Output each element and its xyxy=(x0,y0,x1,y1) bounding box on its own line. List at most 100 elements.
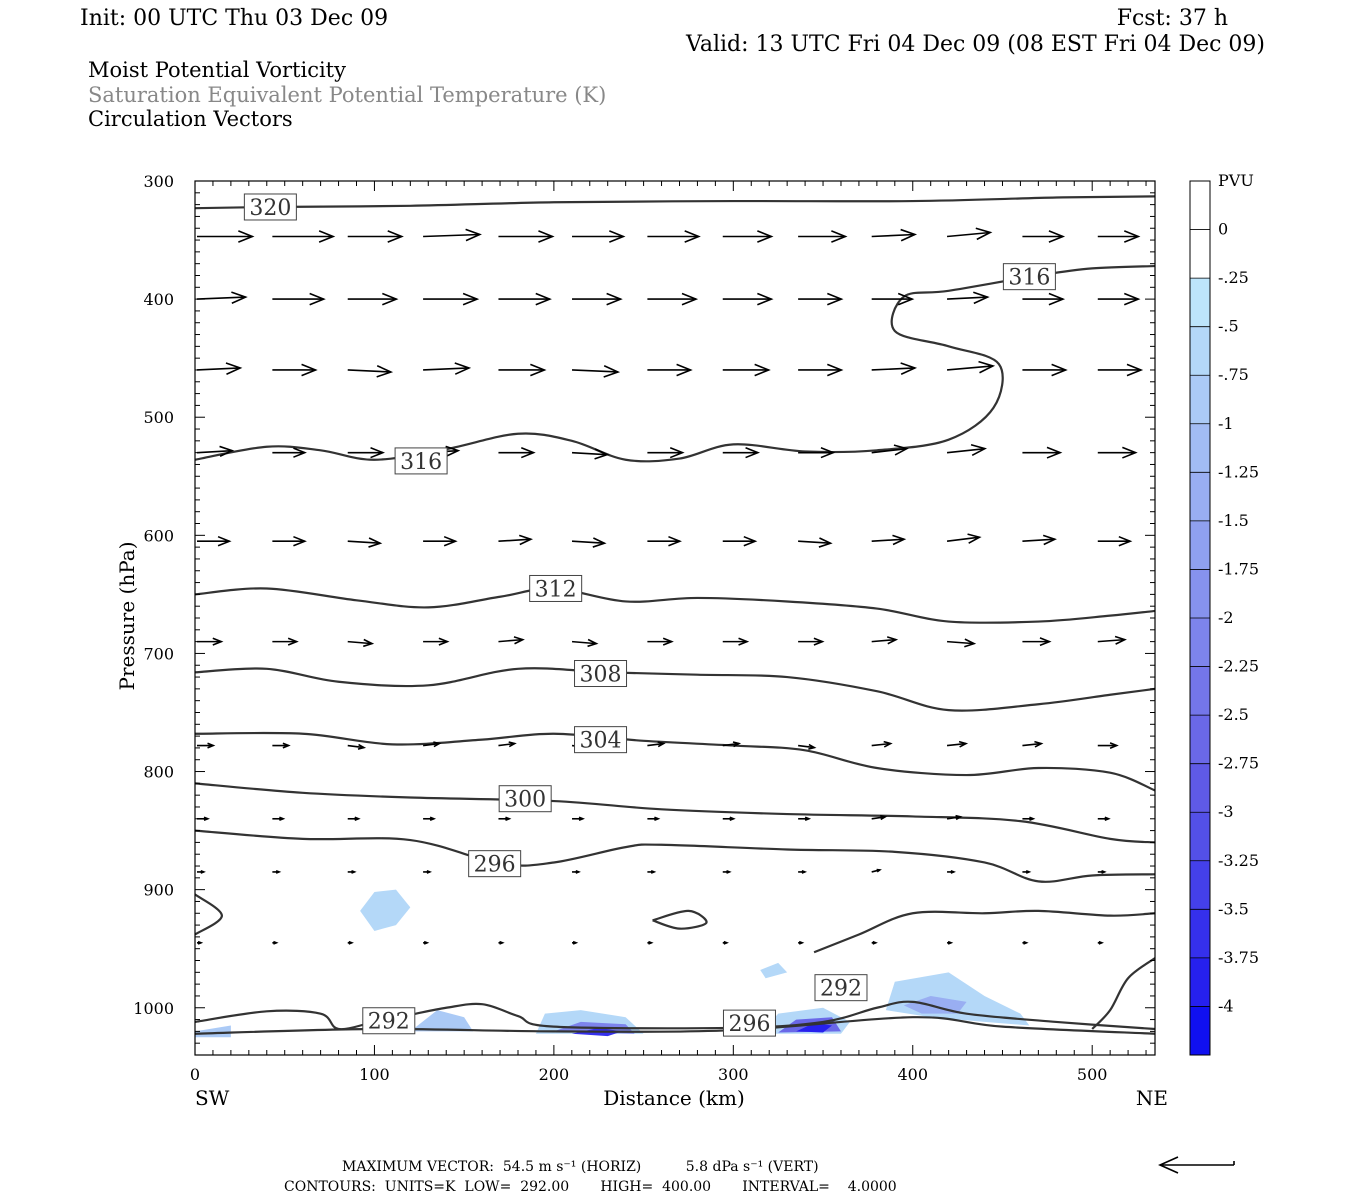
plot-axes: 0 100 200 300 400 500 300 400 500 600 700 800 900 100… xyxy=(133,172,1156,1084)
pv-patch xyxy=(410,1010,474,1032)
x-axis-label: Distance (km) xyxy=(603,1086,745,1110)
x-tick-label: 200 xyxy=(539,1065,570,1084)
circulation-vector xyxy=(272,292,326,306)
pv-patch xyxy=(360,889,411,931)
contour-labels: 320 316 316 312 308 304 300 296 292 292 296 xyxy=(243,193,1056,1037)
circulation-vector xyxy=(572,940,579,945)
circulation-vector xyxy=(946,814,963,821)
circulation-vector xyxy=(272,816,286,822)
contour-label: 308 xyxy=(574,660,628,688)
circulation-vector xyxy=(572,230,626,243)
circulation-vector xyxy=(1022,363,1068,377)
circulation-vector xyxy=(722,535,758,547)
colorbar-swatch xyxy=(1190,326,1210,376)
title-mpv: Moist Potential Vorticity xyxy=(88,58,346,82)
contour-label: 296 xyxy=(468,850,522,878)
circulation-vector xyxy=(423,869,432,874)
circulation-vector xyxy=(571,448,610,460)
y-tick-label: 700 xyxy=(143,644,174,663)
reference-vector-icon xyxy=(1158,1156,1235,1174)
circulation-vector xyxy=(1022,292,1066,306)
circulation-vector xyxy=(423,362,472,375)
circulation-vector xyxy=(798,940,805,945)
circulation-vector xyxy=(946,740,969,748)
circulation-vector xyxy=(423,228,482,242)
colorbar-swatch xyxy=(1190,715,1210,765)
circulation-vector xyxy=(871,868,882,873)
contour-info-note: CONTOURS: UNITS=K LOW= 292.00 HIGH= 400.… xyxy=(284,1179,897,1195)
circulation-vector xyxy=(423,535,458,547)
circulation-vector xyxy=(197,230,255,243)
colorbar-label: -1 xyxy=(1218,414,1234,433)
colorbar-label: -.75 xyxy=(1218,365,1249,384)
colorbar-unit: PVU xyxy=(1218,171,1254,190)
circulation-vector xyxy=(423,292,480,306)
circulation-vector xyxy=(1022,446,1063,459)
forecast-hour: Fcst: 37 h xyxy=(1117,6,1228,31)
svg-text:304: 304 xyxy=(580,729,622,754)
contour-296 xyxy=(195,829,1155,883)
circulation-vector xyxy=(798,292,844,306)
circulation-vector xyxy=(498,292,552,306)
colorbar-label: -.5 xyxy=(1218,317,1239,336)
circulation-vector xyxy=(272,447,307,458)
circulation-vector xyxy=(647,816,661,822)
x-tick-label: 300 xyxy=(718,1065,749,1084)
circulation-vector xyxy=(798,537,833,548)
circulation-vector xyxy=(798,637,825,646)
colorbar-label: -3.75 xyxy=(1218,948,1259,967)
svg-text:300: 300 xyxy=(504,788,546,813)
circulation-vector xyxy=(272,535,307,547)
circulation-vector xyxy=(1097,446,1138,459)
colorbar-label: -1.25 xyxy=(1218,462,1259,481)
circulation-vector xyxy=(946,360,996,374)
circulation-vector xyxy=(1097,535,1133,547)
sw-end-label: SW xyxy=(195,1086,230,1110)
circulation-vector xyxy=(798,743,817,750)
circulation-vector xyxy=(423,940,430,945)
colorbar-swatch xyxy=(1190,181,1210,231)
circulation-vector xyxy=(947,869,956,874)
circulation-vector xyxy=(871,228,918,242)
y-tick-label: 500 xyxy=(143,408,174,427)
contour-304 xyxy=(195,731,1155,792)
circulation-vector xyxy=(423,637,450,646)
circulation-vector xyxy=(197,637,224,646)
circulation-vector xyxy=(871,740,893,748)
colorbar-label: -1.5 xyxy=(1218,511,1249,530)
svg-text:312: 312 xyxy=(535,577,577,602)
contour-label: 296 xyxy=(722,1009,776,1037)
colorbar-swatch xyxy=(1190,812,1210,862)
contour-300 xyxy=(195,782,1155,844)
contour-label: 292 xyxy=(362,1007,416,1035)
circulation-vector xyxy=(498,636,525,645)
title-theta-es: Saturation Equivalent Potential Temperat… xyxy=(88,83,606,107)
svg-text:292: 292 xyxy=(368,1010,410,1035)
circulation-vector xyxy=(722,363,771,377)
colorbar-label: -3.25 xyxy=(1218,851,1259,870)
circulation-vector xyxy=(946,638,977,648)
circulation-vector xyxy=(272,230,336,243)
title-vectors: Circulation Vectors xyxy=(88,107,293,131)
circulation-vector xyxy=(498,816,512,822)
contour-316 xyxy=(195,264,1155,463)
circulation-vectors xyxy=(196,227,1144,945)
y-tick-label: 600 xyxy=(143,526,174,545)
circulation-vector xyxy=(798,446,836,459)
pv-shading xyxy=(195,889,1030,1038)
circulation-vector xyxy=(498,940,505,945)
circulation-vector xyxy=(572,292,623,306)
pv-patch xyxy=(796,1023,833,1033)
circulation-vector xyxy=(1022,869,1032,874)
circulation-vector xyxy=(722,637,750,646)
circulation-vector xyxy=(798,230,848,243)
colorbar-swatch xyxy=(1190,278,1210,328)
circulation-vector xyxy=(498,534,534,546)
circulation-vector xyxy=(798,363,844,377)
colorbar-swatch xyxy=(1190,375,1210,425)
svg-text:316: 316 xyxy=(1008,266,1050,291)
circulation-vector xyxy=(722,446,761,459)
circulation-vector xyxy=(571,537,607,548)
circulation-vector xyxy=(871,534,907,546)
circulation-vector xyxy=(422,741,442,748)
